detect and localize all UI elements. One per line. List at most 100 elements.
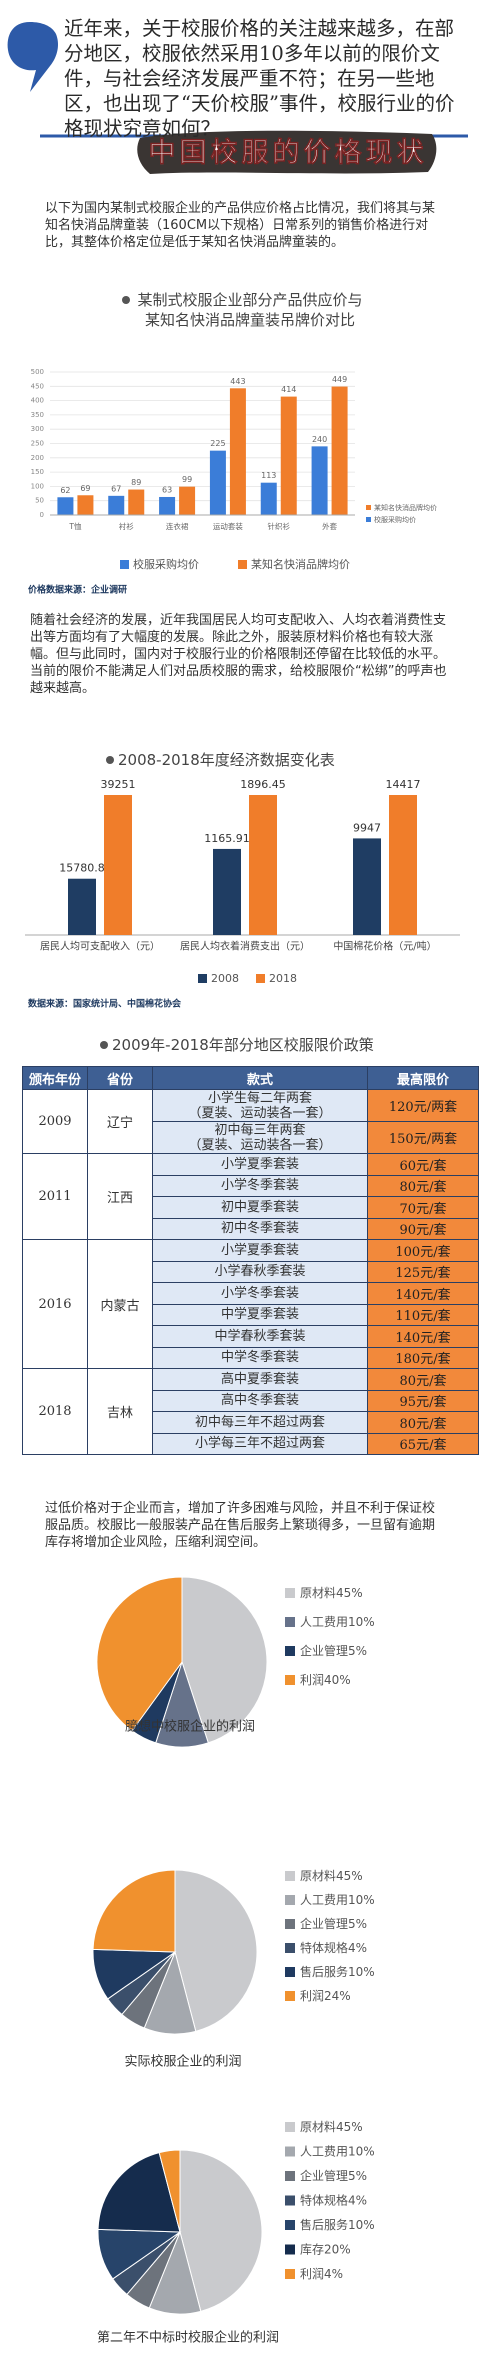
legend-category: 企业管理 <box>300 1916 348 1931</box>
legend-label: 企业管理5% <box>300 1916 367 1931</box>
price-cell: 60元/套 <box>367 1153 479 1176</box>
bar <box>389 795 417 935</box>
legend-value: 4% <box>324 2267 343 2281</box>
pie-slice <box>92 1869 176 1953</box>
legend-category: 企业管理 <box>300 2168 348 2183</box>
bar <box>77 495 94 515</box>
legend-label: 原材料45% <box>300 2120 363 2134</box>
legend-value: 45% <box>336 1869 363 1883</box>
legend-swatch <box>366 505 371 510</box>
price-cell: 80元/套 <box>367 1411 479 1434</box>
x-tick-label: 居民人均可支配收入（元） <box>40 940 160 953</box>
bar <box>353 838 381 935</box>
value-label: 67 <box>111 484 121 493</box>
legend-swatch <box>285 2195 295 2206</box>
legend-value: 20% <box>324 2242 351 2256</box>
province-cell: 辽宁 <box>87 1089 153 1154</box>
table-row: 2011 江西 小学夏季套装 60元/套 <box>22 1153 479 1240</box>
value-label: 240 <box>312 435 327 444</box>
legend-swatch <box>366 517 371 522</box>
style-cell: 小学夏季套装 <box>152 1153 368 1176</box>
style-cell: 中学冬季套装 <box>152 1346 368 1369</box>
price-cell: 150元/两套 <box>367 1121 479 1154</box>
legend-swatch <box>285 1895 295 1905</box>
province-cell: 江西 <box>87 1153 153 1240</box>
legend-value: 4% <box>348 2193 367 2207</box>
price-cell: 110元/套 <box>367 1303 479 1326</box>
price-cell: 95元/套 <box>367 1389 479 1412</box>
legend-swatch <box>120 560 129 569</box>
value-label: 443 <box>230 377 245 386</box>
bullet <box>100 1041 108 1049</box>
pie-slice <box>174 1869 258 2032</box>
legend-value: 45% <box>336 2120 363 2134</box>
style-cell: 中学夏季套装 <box>152 1303 368 1326</box>
bar <box>104 795 132 935</box>
style-cell: 小学冬季套装 <box>152 1174 368 1197</box>
bar <box>108 495 125 515</box>
price-cell: 80元/套 <box>367 1174 479 1197</box>
legend-swatch <box>285 1919 295 1929</box>
legend-swatch <box>285 2122 295 2132</box>
value-label: 14417 <box>386 778 421 791</box>
chart-title: 2008-2018年度经济数据变化表 <box>118 751 335 769</box>
price-cell: 140元/套 <box>367 1325 479 1348</box>
header-cell: 颁布年份 <box>22 1066 88 1090</box>
legend-label: 校服采购均价 <box>374 515 416 524</box>
legend-swatch <box>285 2171 295 2181</box>
legend-label: 特体规格4% <box>300 2192 367 2207</box>
year-cell: 2016 <box>22 1239 88 1369</box>
table-title: 2009年-2018年部分地区校服限价政策 <box>112 1036 374 1054</box>
style-cell: 中学春秋季套装 <box>152 1325 368 1348</box>
legend-label: 校服采购均价 <box>133 557 199 571</box>
legend-swatch <box>256 974 265 983</box>
price-cell: 80元/套 <box>367 1368 479 1391</box>
header-cell: 最高限价 <box>367 1066 479 1090</box>
y-tick-label: 0 <box>40 511 44 519</box>
table-row: 小学冬季套装 140元/套 <box>23 1282 479 1305</box>
x-tick-label: 连衣裙 <box>166 521 189 531</box>
x-tick-label: 外套 <box>322 521 337 531</box>
legend-value: 10% <box>348 1965 375 1979</box>
legend-label: 2018 <box>269 972 297 985</box>
year-cell: 2011 <box>22 1153 88 1240</box>
legend-swatch <box>285 1646 295 1656</box>
bar <box>159 496 176 515</box>
legend-swatch <box>285 2220 295 2230</box>
y-tick-label: 400 <box>31 397 44 405</box>
value-label: 1165.91 <box>204 832 250 845</box>
price-cell: 65元/套 <box>367 1432 479 1455</box>
province-cell: 吉林 <box>87 1368 153 1455</box>
x-tick-label: 针织衫 <box>268 521 291 531</box>
table-row: 初中冬季套装 90元/套 <box>23 1217 479 1240</box>
heading: 中国校服的价格现状 <box>149 137 428 169</box>
header-row: 颁布年份 省份 款式 最高限价 <box>22 1066 479 1090</box>
legend-label: 库存20% <box>300 2241 351 2256</box>
legend-label: 企业管理5% <box>300 1643 367 1658</box>
legend-swatch <box>285 1588 295 1598</box>
legend-category: 原材料 <box>300 1869 336 1883</box>
legend-label: 售后服务10% <box>300 2217 375 2232</box>
legend-swatch <box>285 1991 295 2001</box>
table-row: 2009 辽宁 小学生每二年两套 （夏装、运动装各一套） 120元/两套 <box>22 1089 479 1154</box>
legend-label: 原材料45% <box>300 1586 363 1600</box>
bar <box>331 386 348 515</box>
y-tick-label: 350 <box>31 411 44 419</box>
legend-category: 特体规格 <box>300 2192 348 2207</box>
header-cell: 省份 <box>87 1066 153 1090</box>
legend-swatch <box>285 1871 295 1881</box>
pie-slice <box>158 2149 181 2233</box>
pie-caption: 实际校服企业的利润 <box>124 2054 241 2070</box>
value-label: 414 <box>281 385 296 394</box>
price-cell: 140元/套 <box>367 1282 479 1305</box>
quote-icon <box>7 22 58 92</box>
header-cell: 款式 <box>152 1066 368 1090</box>
legend-label: 特体规格4% <box>300 1940 367 1955</box>
legend-label: 人工费用10% <box>300 2144 375 2158</box>
legend-category: 库存 <box>300 2241 324 2256</box>
x-tick-label: 中国棉花价格（元/吨） <box>333 940 436 953</box>
legend-category: 原材料 <box>300 1586 336 1600</box>
bar <box>128 489 145 515</box>
